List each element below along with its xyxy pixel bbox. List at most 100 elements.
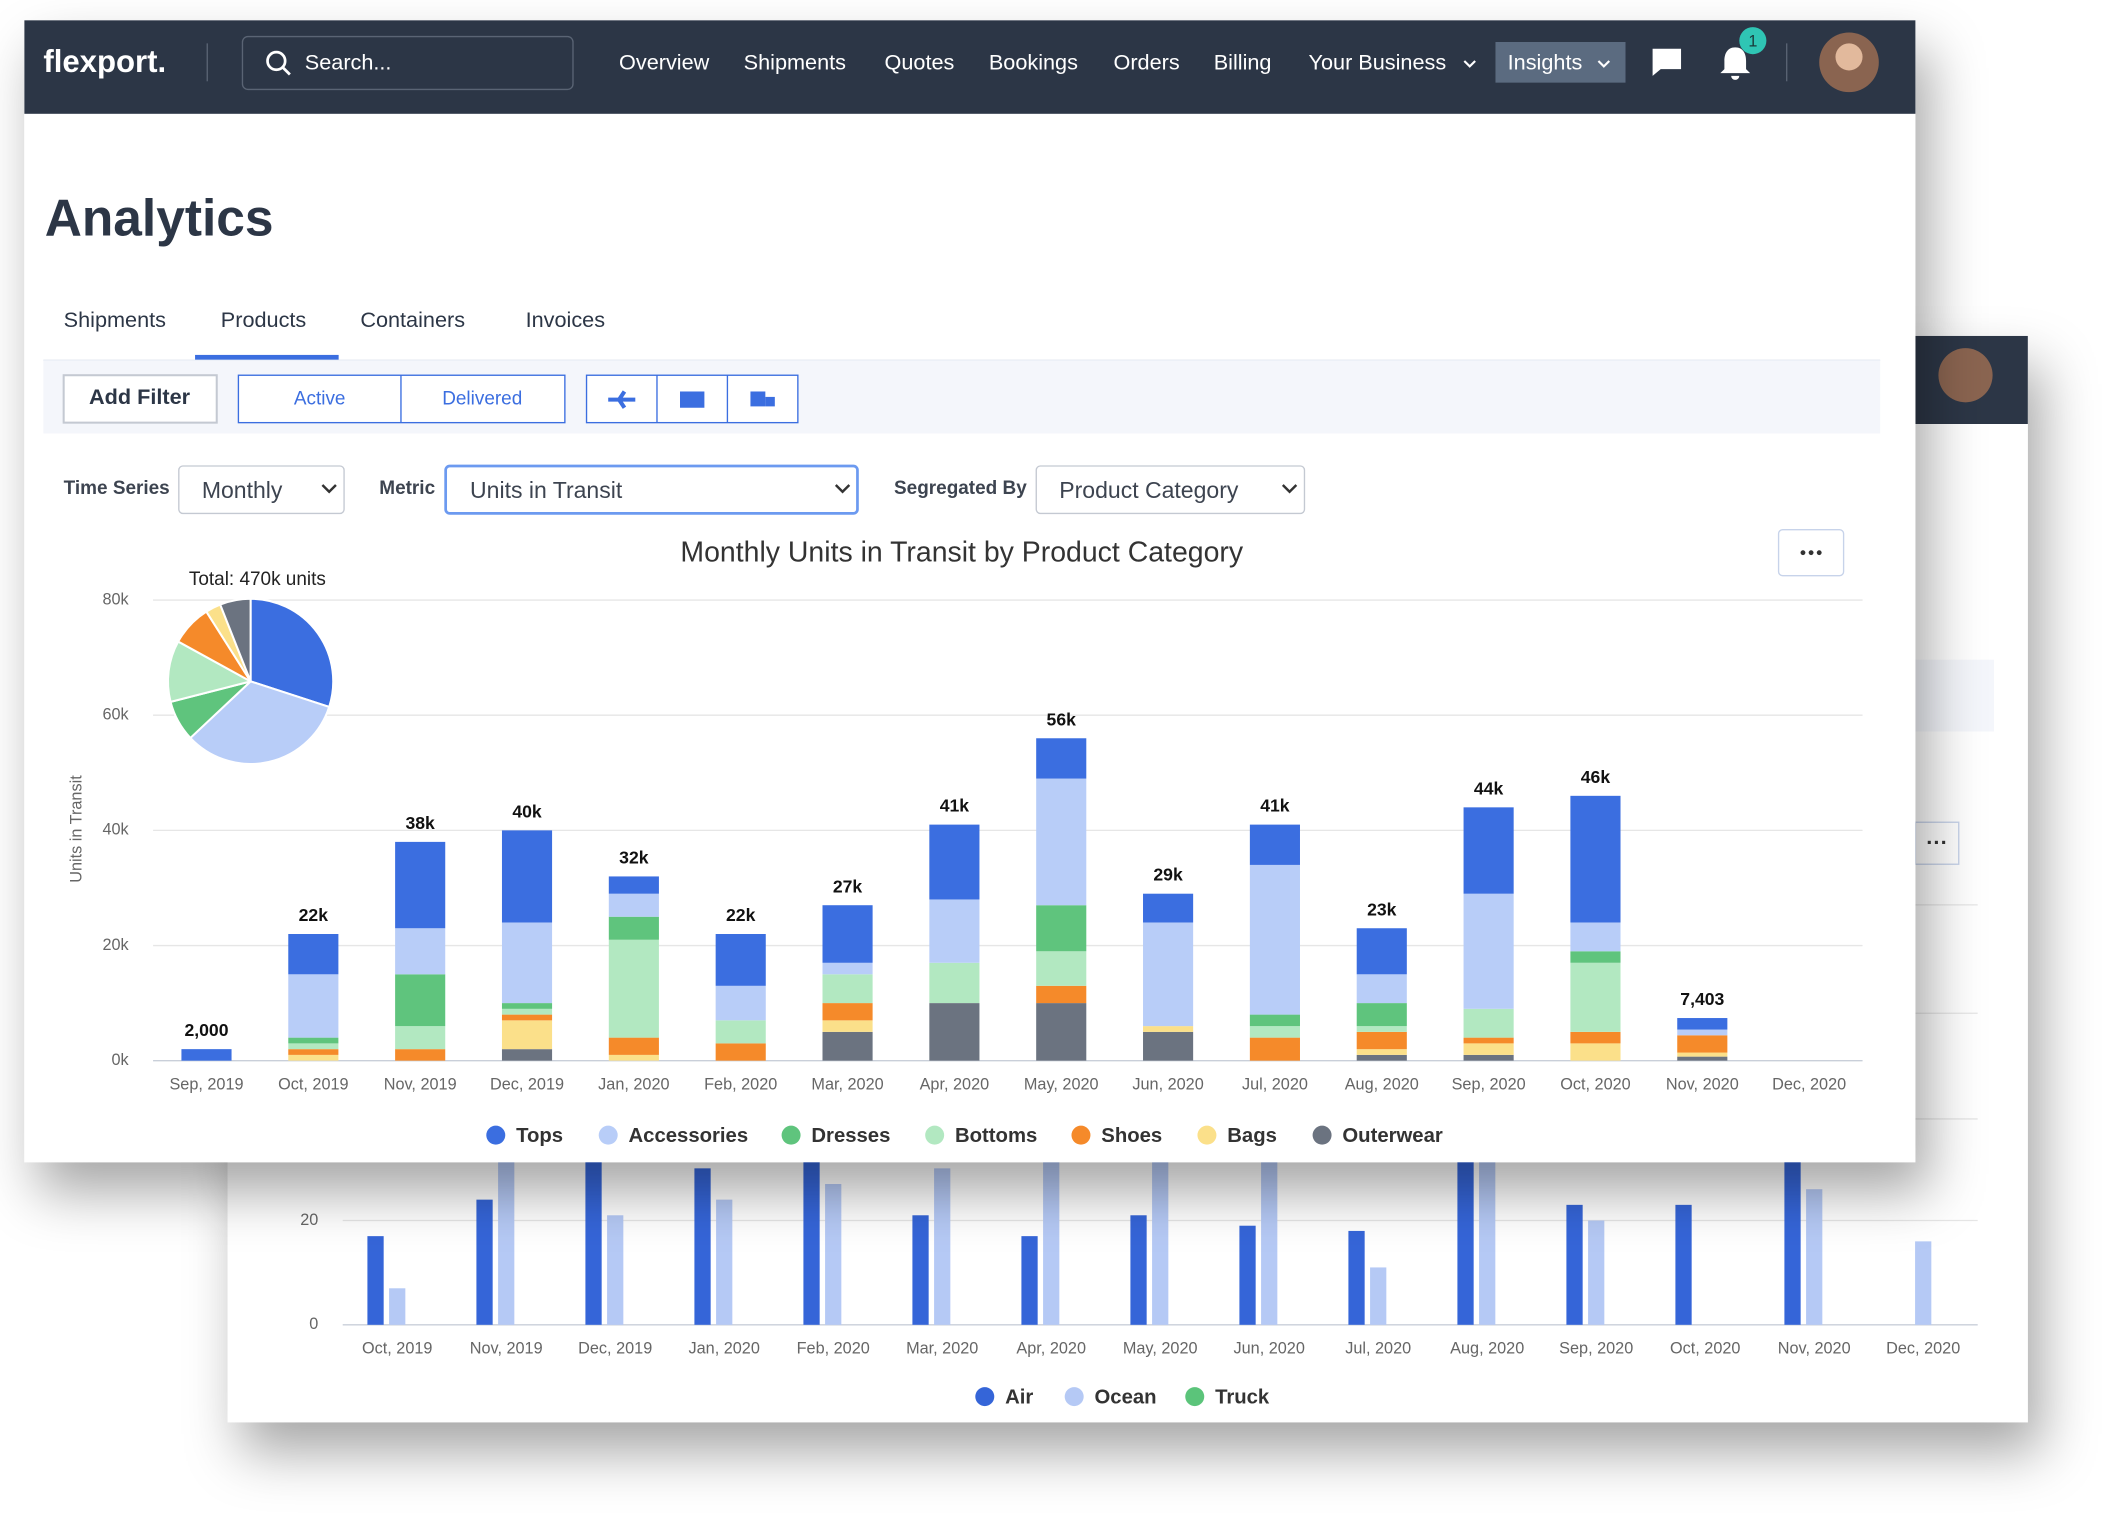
bar-segment bbox=[1677, 1035, 1728, 1053]
notification-badge bbox=[1739, 27, 1767, 55]
x-tick-label: Dec, 2019 bbox=[490, 1075, 564, 1093]
nav-active-bg bbox=[1495, 42, 1626, 83]
air-icon[interactable] bbox=[608, 390, 636, 409]
select[interactable] bbox=[444, 464, 859, 515]
legend-swatch bbox=[975, 1387, 995, 1407]
tab[interactable]: Invoices bbox=[526, 307, 606, 332]
nav-item[interactable]: Shipments bbox=[744, 49, 846, 74]
status-option[interactable]: Delivered bbox=[442, 389, 522, 410]
tabs: Shipments Products Containers Invoices bbox=[64, 307, 606, 361]
select[interactable] bbox=[1035, 465, 1306, 515]
bar-segment bbox=[1036, 905, 1087, 952]
bar-segment bbox=[395, 1026, 446, 1050]
bar-segment bbox=[715, 985, 766, 1021]
add-filter-button[interactable] bbox=[62, 374, 218, 424]
bar-segment bbox=[715, 934, 766, 986]
search-box[interactable] bbox=[241, 35, 574, 91]
bar-segment bbox=[288, 974, 339, 1038]
bar bbox=[1043, 1142, 1060, 1325]
search-placeholder[interactable]: Search... bbox=[305, 49, 392, 74]
nav-item[interactable]: Orders bbox=[1113, 49, 1179, 74]
y-tick-label: 0k bbox=[112, 1051, 130, 1069]
bar-segment bbox=[715, 1043, 766, 1061]
bar-segment bbox=[1036, 951, 1087, 986]
legend-swatch bbox=[1197, 1125, 1217, 1145]
legend-label[interactable]: Dresses bbox=[811, 1125, 890, 1147]
bar bbox=[367, 1236, 384, 1325]
bar bbox=[716, 1199, 733, 1325]
select-value[interactable]: Monthly bbox=[202, 477, 283, 503]
bar-segment bbox=[1036, 985, 1087, 1004]
x-tick-label: Apr, 2020 bbox=[1016, 1339, 1086, 1357]
bar bbox=[1021, 1236, 1038, 1325]
total-label: 56k bbox=[1047, 709, 1077, 729]
x-tick-label: Nov, 2020 bbox=[1778, 1339, 1851, 1357]
x-tick-label: Mar, 2020 bbox=[906, 1339, 978, 1357]
x-tick-label: Dec, 2019 bbox=[578, 1339, 652, 1357]
nav-item[interactable]: Overview bbox=[619, 49, 710, 74]
legend-label[interactable]: Air bbox=[1005, 1386, 1033, 1408]
nav-item[interactable]: Bookings bbox=[989, 49, 1078, 74]
bar-segment bbox=[288, 934, 339, 975]
legend-swatch bbox=[1312, 1125, 1332, 1145]
bar-segment bbox=[608, 1054, 659, 1061]
tab[interactable]: Containers bbox=[360, 307, 465, 332]
legend-label[interactable]: Accessories bbox=[629, 1125, 749, 1147]
bar-segment bbox=[288, 1037, 339, 1044]
legend-label[interactable]: Truck bbox=[1215, 1386, 1270, 1408]
bar-segment bbox=[1463, 1054, 1514, 1061]
bell-icon[interactable] bbox=[1720, 47, 1751, 80]
bar-segment bbox=[822, 962, 873, 975]
tab[interactable]: Shipments bbox=[64, 307, 166, 332]
bar-segment bbox=[1677, 1052, 1728, 1057]
bar-segment bbox=[501, 1020, 553, 1050]
logo[interactable]: flexport. bbox=[43, 44, 166, 79]
legend-swatch bbox=[781, 1125, 801, 1145]
legend-label[interactable]: Shoes bbox=[1101, 1125, 1162, 1147]
legend-label[interactable]: Outerwear bbox=[1342, 1125, 1442, 1147]
total-label: 44k bbox=[1474, 778, 1504, 798]
bar bbox=[389, 1288, 406, 1325]
truck-icon[interactable] bbox=[750, 391, 766, 407]
select[interactable] bbox=[178, 465, 345, 515]
total-label: 27k bbox=[833, 876, 863, 896]
legend-label[interactable]: Tops bbox=[516, 1125, 563, 1147]
y-tick-label: 60k bbox=[102, 706, 129, 724]
legend-label[interactable]: Bottoms bbox=[955, 1125, 1037, 1147]
total-label: 40k bbox=[512, 801, 542, 821]
select-value[interactable]: Units in Transit bbox=[470, 477, 623, 503]
status-option[interactable]: Active bbox=[294, 389, 346, 410]
nav-item[interactable]: Billing bbox=[1214, 49, 1272, 74]
bar-segment bbox=[501, 1014, 553, 1021]
bar bbox=[1479, 1142, 1496, 1325]
bar-segment bbox=[1143, 1031, 1194, 1061]
bar bbox=[694, 1168, 711, 1325]
legend-label[interactable]: Ocean bbox=[1095, 1386, 1157, 1408]
nav-item[interactable]: Insights bbox=[1508, 49, 1583, 74]
bar-segment bbox=[501, 1049, 553, 1061]
bar-segment bbox=[1356, 1049, 1407, 1055]
x-tick-label: Aug, 2020 bbox=[1345, 1075, 1419, 1093]
bar-segment bbox=[822, 1020, 873, 1032]
tab[interactable]: Products bbox=[221, 307, 307, 332]
x-tick-label: Feb, 2020 bbox=[797, 1339, 870, 1357]
bar-segment bbox=[1356, 1031, 1407, 1050]
pie-slice bbox=[218, 597, 252, 682]
select-value[interactable]: Product Category bbox=[1059, 477, 1239, 503]
bar-segment bbox=[395, 841, 446, 929]
bar-segment bbox=[1356, 1003, 1407, 1027]
pie-title: Total: 470k units bbox=[189, 569, 326, 590]
nav-item[interactable]: Quotes bbox=[885, 49, 955, 74]
bar-segment bbox=[1463, 893, 1514, 1009]
total-label: 46k bbox=[1581, 767, 1611, 787]
bar bbox=[1675, 1204, 1692, 1325]
truck-icon bbox=[765, 396, 775, 407]
legend-swatch bbox=[598, 1125, 618, 1145]
add-filter-label[interactable]: Add Filter bbox=[89, 384, 191, 409]
legend-label[interactable]: Bags bbox=[1227, 1125, 1277, 1147]
nav-item[interactable]: Your Business bbox=[1309, 49, 1447, 74]
bar-segment bbox=[1143, 893, 1194, 923]
bar bbox=[825, 1183, 842, 1325]
ocean-icon[interactable] bbox=[680, 391, 705, 408]
bar-segment bbox=[395, 928, 446, 975]
